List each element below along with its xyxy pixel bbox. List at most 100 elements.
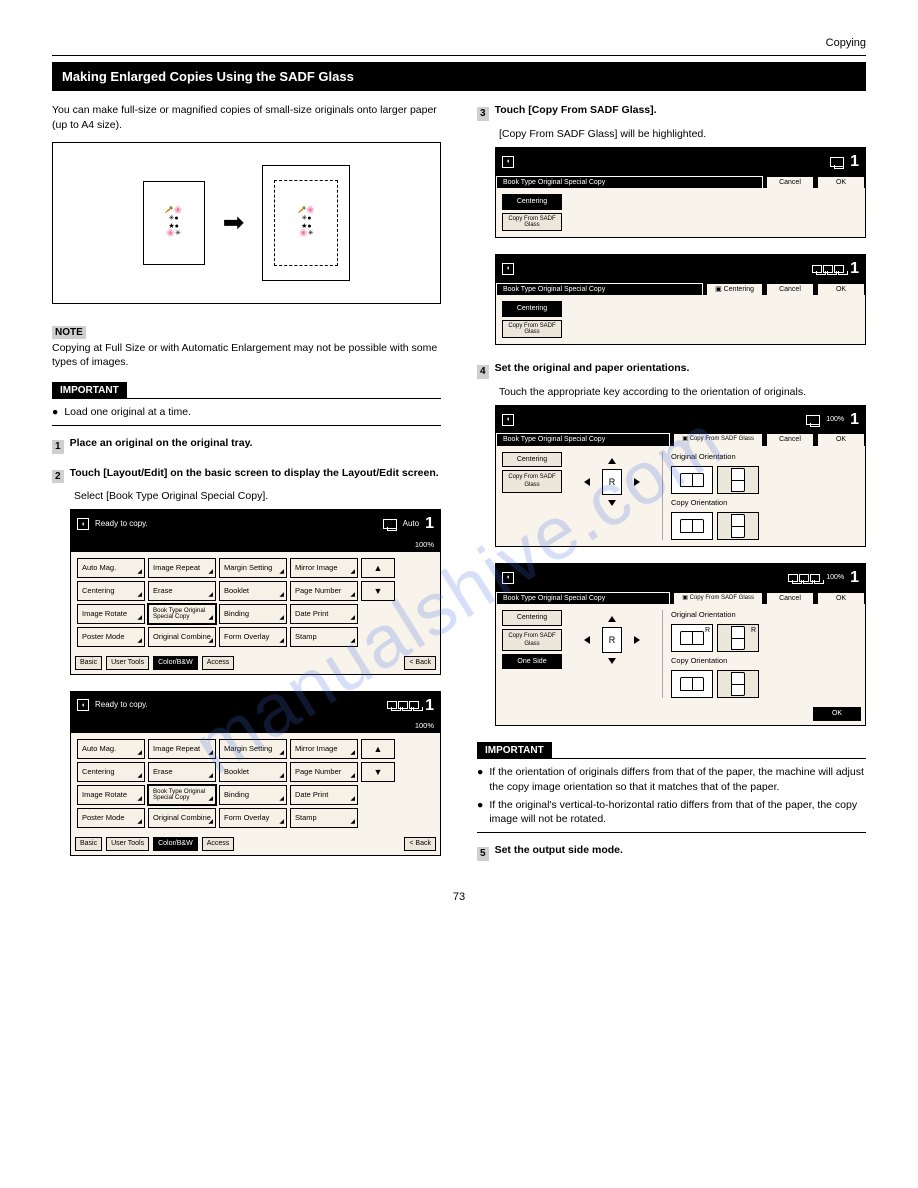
foot-color-bw[interactable]: Color/B&W xyxy=(153,656,198,669)
kbtn-orig-combine[interactable]: Original Combine◢ xyxy=(148,808,216,828)
back-button[interactable]: < Back xyxy=(404,837,436,850)
kbtn-booklet[interactable]: Booklet◢ xyxy=(219,762,287,782)
kbtn-margin[interactable]: Margin Setting◢ xyxy=(219,558,287,578)
ui-footer: Basic User Tools Color/B&W Access < Back xyxy=(71,653,440,673)
copy-orient-landscape[interactable] xyxy=(717,670,759,698)
copy-from-sadf-button[interactable]: Copy From SADF Glass xyxy=(502,470,562,492)
tray-icon xyxy=(383,519,397,529)
kbtn-form-overlay[interactable]: Form Overlay◢ xyxy=(219,808,287,828)
note-text: Copying at Full Size or with Automatic E… xyxy=(52,341,441,369)
arrow-down-button[interactable]: ▼ xyxy=(361,762,395,782)
arrow-up-button[interactable]: ▲ xyxy=(361,739,395,759)
centering-button[interactable]: Centering xyxy=(502,301,562,316)
ok-button[interactable]: OK xyxy=(817,176,865,188)
arrow-down-button[interactable]: ▼ xyxy=(361,581,395,601)
foot-user-tools[interactable]: User Tools xyxy=(106,656,149,669)
kbtn-image-repeat[interactable]: Image Repeat◢ xyxy=(148,558,216,578)
cancel-button[interactable]: Cancel xyxy=(766,592,814,604)
chevron-up-icon xyxy=(608,458,616,464)
cancel-button[interactable]: Cancel xyxy=(766,433,814,445)
ok-button[interactable]: OK xyxy=(817,433,865,445)
orig-orient-landscape[interactable]: R xyxy=(717,624,759,652)
kbtn-centering[interactable]: Centering◢ xyxy=(77,762,145,782)
orig-orient-landscape[interactable] xyxy=(717,466,759,494)
kbtn-image-rotate[interactable]: Image Rotate◢ xyxy=(77,785,145,805)
kbtn-page-number[interactable]: Page Number◢ xyxy=(290,581,358,601)
foot-color-bw[interactable]: Color/B&W xyxy=(153,837,198,850)
cancel-button[interactable]: Cancel xyxy=(766,176,814,188)
section-name: Copying xyxy=(826,36,866,51)
chevron-right-icon xyxy=(634,478,640,486)
kbtn-erase[interactable]: Erase◢ xyxy=(148,581,216,601)
copy-from-sadf-button[interactable]: Copy From SADF Glass xyxy=(502,320,562,339)
foot-basic[interactable]: Basic xyxy=(75,656,102,669)
kbtn-mirror[interactable]: Mirror Image◢ xyxy=(290,739,358,759)
ui-footer: Basic User Tools Color/B&W Access < Back xyxy=(71,834,440,854)
chevron-up-icon xyxy=(608,616,616,622)
kbtn-binding[interactable]: Binding◢ xyxy=(219,604,287,624)
back-button[interactable]: < Back xyxy=(404,656,436,669)
kbtn-form-overlay[interactable]: Form Overlay◢ xyxy=(219,627,287,647)
step-number: 5 xyxy=(477,847,489,861)
kbtn-booklet[interactable]: Booklet◢ xyxy=(219,581,287,601)
kbtn-auto-mag[interactable]: Auto Mag.◢ xyxy=(77,739,145,759)
copy-from-sadf-button[interactable]: Copy From SADF Glass xyxy=(502,629,562,651)
orientation-selector[interactable]: R xyxy=(584,458,640,506)
chevron-right-icon xyxy=(634,636,640,644)
kbtn-image-repeat[interactable]: Image Repeat◢ xyxy=(148,739,216,759)
copy-orient-landscape[interactable] xyxy=(717,512,759,540)
kbtn-poster[interactable]: Poster Mode◢ xyxy=(77,627,145,647)
arrow-up-button[interactable]: ▲ xyxy=(361,558,395,578)
centering-button[interactable]: Centering xyxy=(502,452,562,467)
foot-access[interactable]: Access xyxy=(202,837,235,850)
ok-button[interactable]: OK xyxy=(817,592,865,604)
kbtn-date-print[interactable]: Date Print◢ xyxy=(290,785,358,805)
brand-icon: ◖ xyxy=(502,263,514,275)
one-side-button[interactable]: One Side xyxy=(502,654,562,669)
cancel-button[interactable]: Cancel xyxy=(766,283,814,295)
copy-orient-portrait[interactable] xyxy=(671,670,713,698)
brand-icon: ◖ xyxy=(502,414,514,426)
kbtn-poster[interactable]: Poster Mode◢ xyxy=(77,808,145,828)
chip-sadf[interactable]: ▣ Copy From SADF Glass xyxy=(673,433,763,445)
copies-count: 1 xyxy=(425,695,434,717)
centering-button[interactable]: Centering xyxy=(502,610,562,625)
copy-orient-portrait[interactable] xyxy=(671,512,713,540)
orientation-selector[interactable]: R xyxy=(584,616,640,664)
kbtn-stamp[interactable]: Stamp◢ xyxy=(290,627,358,647)
foot-user-tools[interactable]: User Tools xyxy=(106,837,149,850)
kbtn-book-type[interactable]: Book Type Original Special Copy◢ xyxy=(148,604,216,624)
orig-orient-portrait[interactable] xyxy=(671,466,713,494)
kbtn-book-type[interactable]: Book Type Original Special Copy◢ xyxy=(148,785,216,805)
kbtn-auto-mag[interactable]: Auto Mag.◢ xyxy=(77,558,145,578)
layout-edit-screen-2: ◖Ready to copy. 1 100% Auto Mag.◢ Image … xyxy=(70,691,441,856)
kbtn-erase[interactable]: Erase◢ xyxy=(148,762,216,782)
chip-centering[interactable]: ▣ Centering xyxy=(706,283,763,295)
centering-button[interactable]: Centering xyxy=(502,194,562,209)
kbtn-margin[interactable]: Margin Setting◢ xyxy=(219,739,287,759)
status-text: Ready to copy. xyxy=(95,700,148,711)
kbtn-stamp[interactable]: Stamp◢ xyxy=(290,808,358,828)
book-type-screen-2: ◖ 1 Book Type Original Special Copy ▣ Ce… xyxy=(495,254,866,345)
ok-button[interactable]: OK xyxy=(817,283,865,295)
ok-foot-button[interactable]: OK xyxy=(813,707,861,720)
scale-label: 100% xyxy=(826,415,844,424)
foot-access[interactable]: Access xyxy=(202,656,235,669)
note-label: NOTE xyxy=(52,326,86,340)
orig-orient-portrait[interactable]: R xyxy=(671,624,713,652)
foot-basic[interactable]: Basic xyxy=(75,837,102,850)
kbtn-page-number[interactable]: Page Number◢ xyxy=(290,762,358,782)
bullet-icon: ● xyxy=(477,798,483,826)
step-number: 2 xyxy=(52,470,64,484)
kbtn-image-rotate[interactable]: Image Rotate◢ xyxy=(77,604,145,624)
chip-sadf[interactable]: ▣ Copy From SADF Glass xyxy=(673,592,763,604)
scale-label: 100% xyxy=(415,721,434,731)
copy-preview: 🥕🌸✳︎●★●🌸✳︎ xyxy=(262,165,350,281)
kbtn-date-print[interactable]: Date Print◢ xyxy=(290,604,358,624)
kbtn-mirror[interactable]: Mirror Image◢ xyxy=(290,558,358,578)
kbtn-binding[interactable]: Binding◢ xyxy=(219,785,287,805)
kbtn-centering[interactable]: Centering◢ xyxy=(77,581,145,601)
copy-from-sadf-button[interactable]: Copy From SADF Glass xyxy=(502,213,562,232)
kbtn-orig-combine[interactable]: Original Combine◢ xyxy=(148,627,216,647)
step-text: Place an original on the original tray. xyxy=(70,436,253,456)
